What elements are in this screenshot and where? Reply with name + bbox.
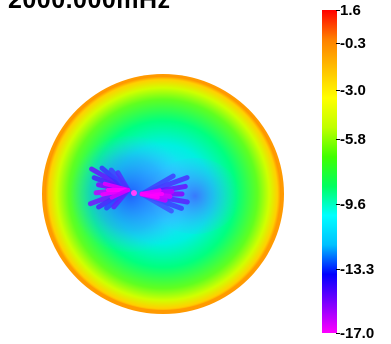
minimum-streak <box>109 188 130 200</box>
colorbar-tick-label: 1.6 <box>336 2 361 19</box>
inner-core-left <box>68 136 192 252</box>
colorbar-tick-label: -17.0 <box>335 325 375 342</box>
chart-title: 2000.000mHz <box>8 0 171 14</box>
minimum-point <box>131 190 137 196</box>
colorbar-tick-label: -9.6 <box>336 196 366 214</box>
colorbar-tick-label: -5.8 <box>336 130 366 148</box>
colorbar <box>322 10 337 333</box>
minimum-streaks <box>87 165 190 214</box>
colorbar-tick-label: -13.3 <box>335 260 375 278</box>
colorbar-tick-label: -0.3 <box>336 34 366 52</box>
colorbar-tick-label: -3.0 <box>336 81 366 99</box>
polar-heatmap <box>42 74 284 314</box>
minimum-streak <box>140 192 160 200</box>
minimum-streak <box>115 170 131 193</box>
